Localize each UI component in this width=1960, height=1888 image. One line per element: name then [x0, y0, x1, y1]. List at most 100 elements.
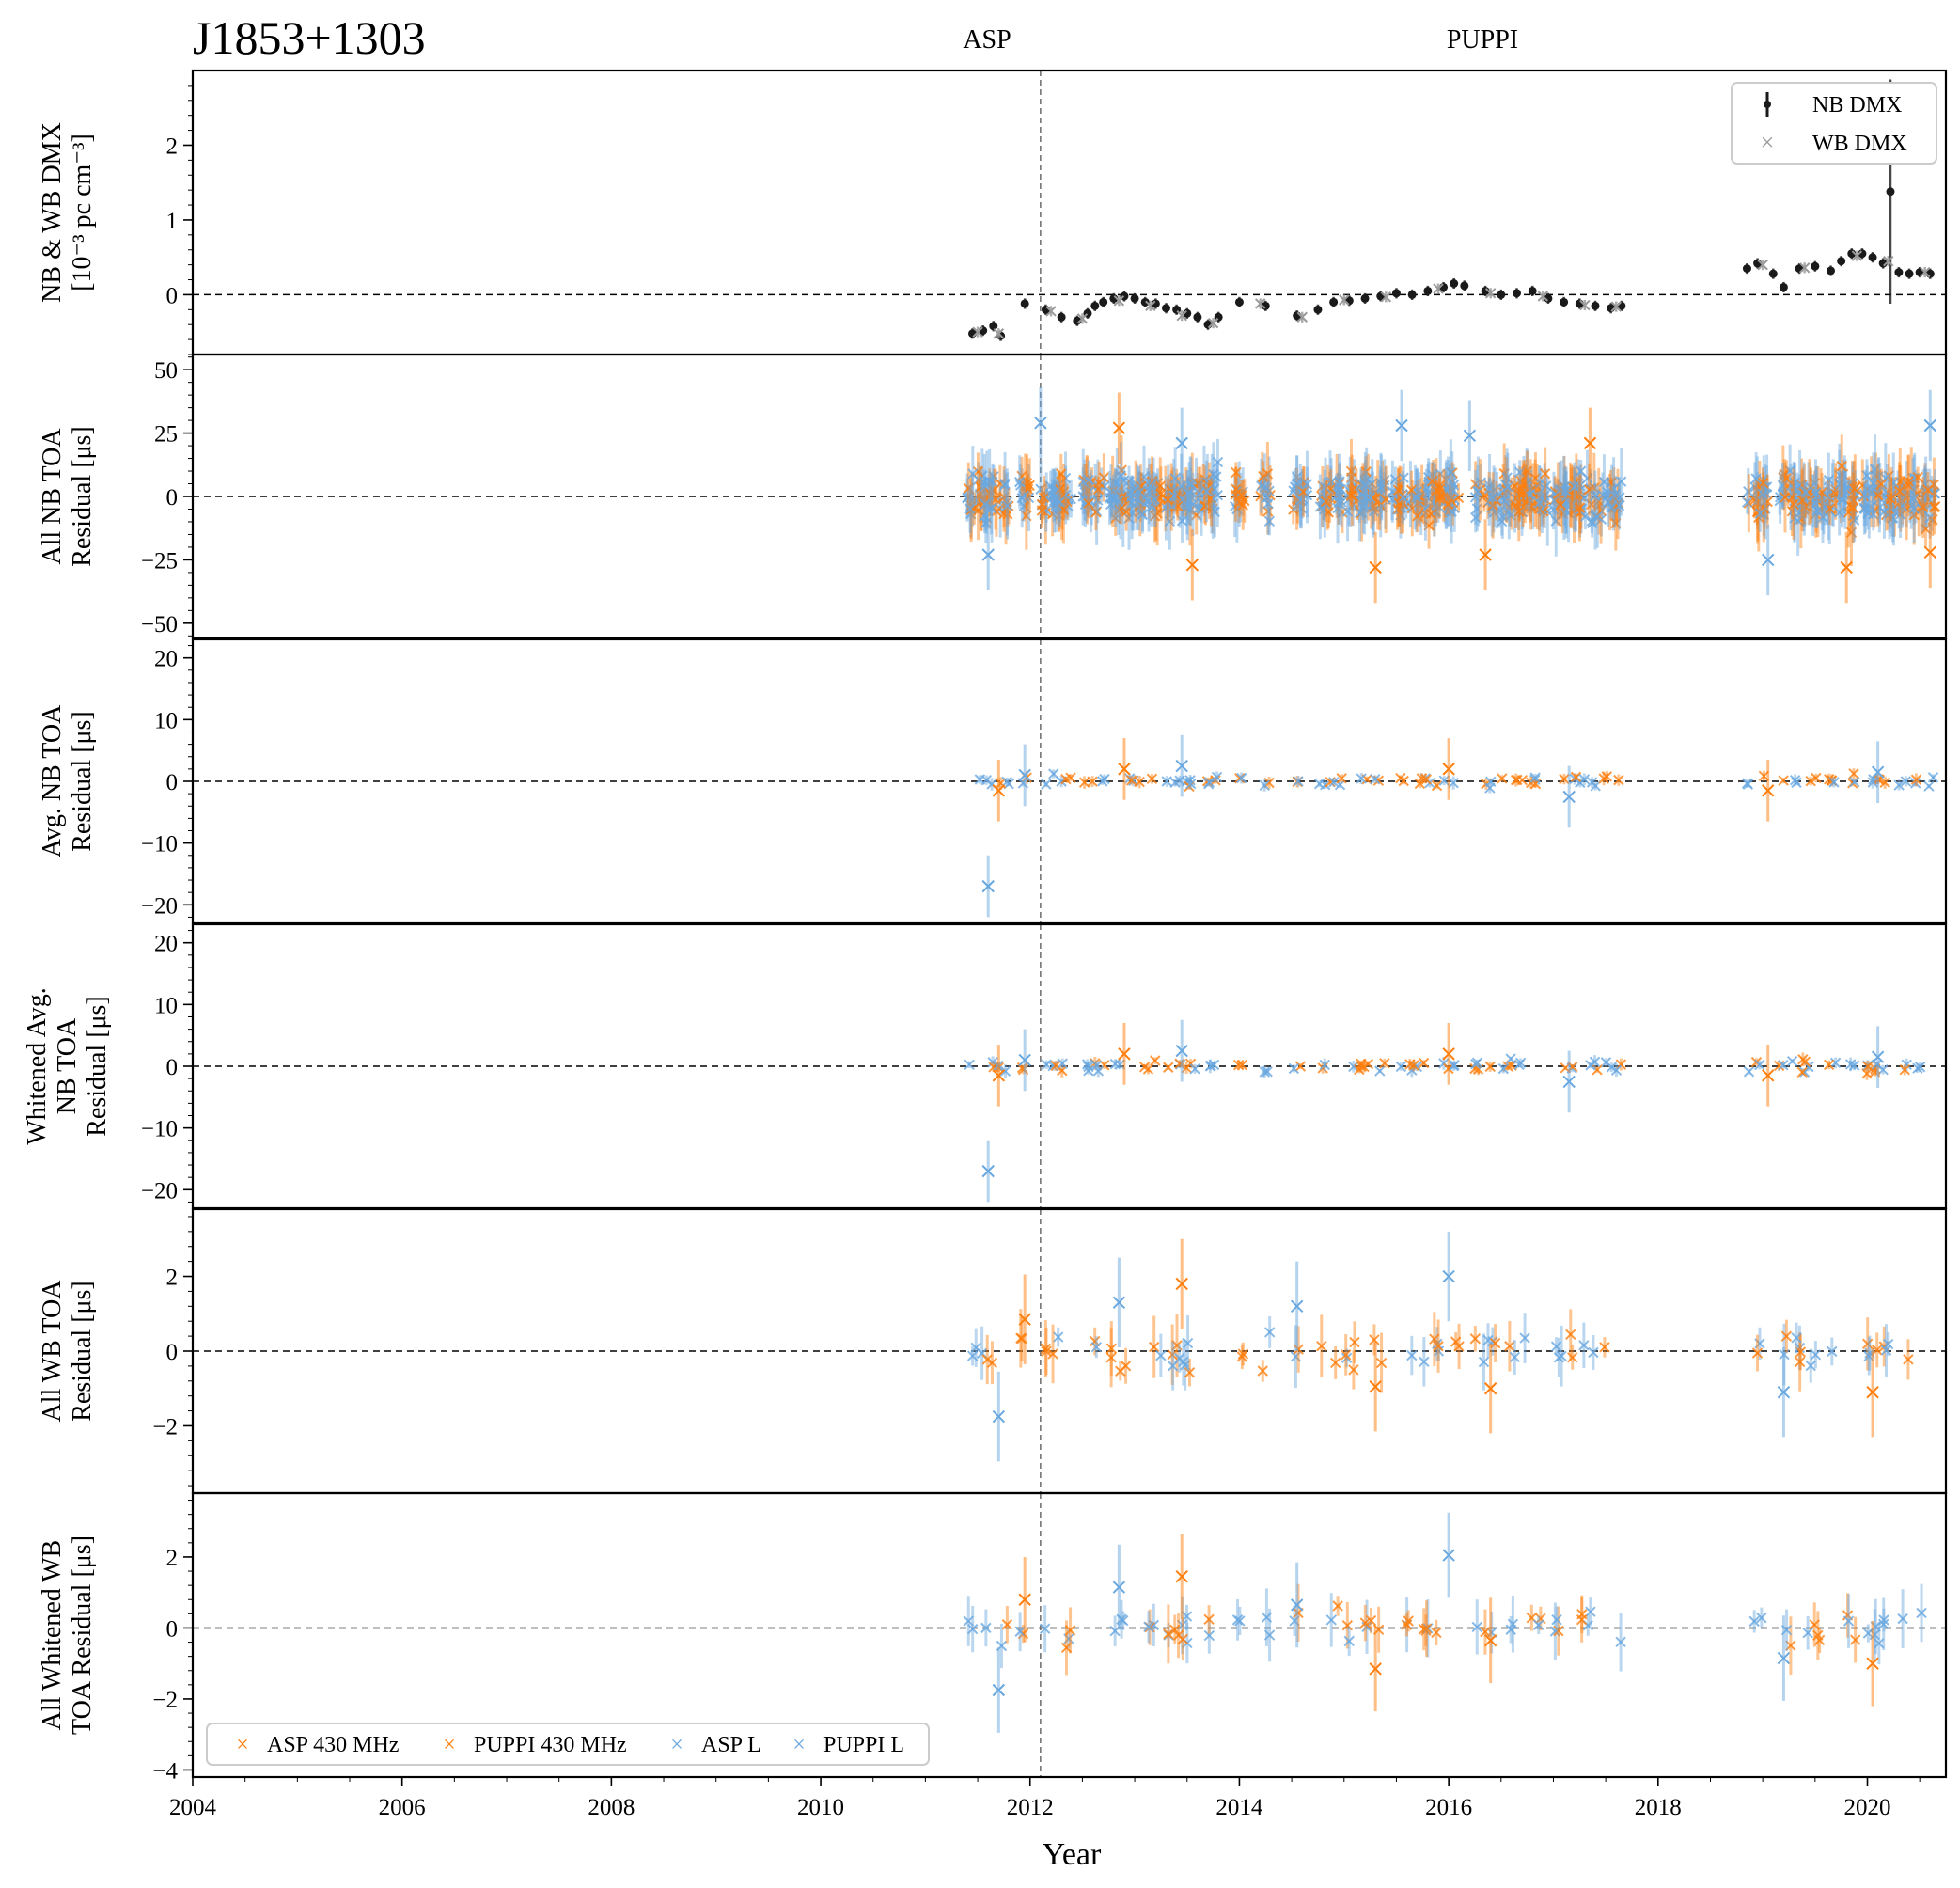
toa-point — [1263, 1327, 1276, 1338]
legend-wb-label: WB DMX — [1812, 132, 1907, 156]
toa-point — [1762, 496, 1773, 508]
toa-point — [1836, 461, 1847, 472]
toa-point — [1083, 474, 1094, 486]
toa-point — [1348, 1364, 1359, 1376]
toa-point — [1394, 481, 1405, 493]
toa-point — [964, 508, 977, 520]
dmx-point — [1433, 283, 1444, 294]
toa-point — [1132, 480, 1144, 492]
dmx-point — [1768, 269, 1778, 278]
toa-point — [1429, 1333, 1440, 1345]
toa-point — [1014, 1626, 1026, 1637]
toa-point — [1048, 768, 1059, 779]
toa-point — [1203, 480, 1215, 492]
toa-point — [1919, 479, 1931, 490]
toa-point — [1258, 470, 1269, 482]
toa-point — [1364, 492, 1376, 503]
toa-point — [1836, 494, 1848, 506]
toa-point — [1236, 1351, 1248, 1362]
toa-outlier — [1290, 1598, 1304, 1612]
toa-point — [1615, 476, 1627, 487]
toa-point — [1435, 490, 1446, 501]
toa-point — [1176, 1619, 1188, 1631]
toa-point — [1181, 1062, 1192, 1074]
legend-aspl-marker: × — [670, 1733, 683, 1757]
toa-point — [1489, 1337, 1501, 1349]
toa-outlier — [1479, 548, 1492, 561]
toa-outlier — [1112, 1581, 1126, 1594]
dmx-point — [1591, 301, 1600, 310]
toa-point — [1317, 480, 1328, 492]
toa-outlier — [1175, 759, 1188, 773]
toa-point — [1872, 490, 1884, 501]
toa-point — [998, 508, 1010, 520]
toa-point — [962, 493, 973, 504]
toa-point — [1001, 500, 1013, 511]
toa-point — [1834, 469, 1845, 481]
toa-point — [1789, 484, 1800, 496]
toa-point — [1056, 468, 1067, 480]
toa-point — [1169, 1624, 1181, 1635]
toa-point — [1487, 492, 1498, 503]
toa-point — [1231, 483, 1242, 495]
toa-outlier — [1483, 1382, 1497, 1395]
toa-point — [1431, 484, 1442, 496]
toa-point — [1211, 771, 1223, 783]
toa-point — [1182, 487, 1194, 499]
y-tick-label: 25 — [154, 422, 178, 448]
toa-point — [1484, 782, 1496, 794]
toa-point — [1191, 510, 1202, 521]
toa-point — [1496, 515, 1508, 527]
toa-point — [1813, 1634, 1826, 1646]
dmx-point — [1020, 299, 1029, 308]
toa-point — [1345, 472, 1357, 483]
toa-point — [1142, 1063, 1154, 1075]
y-axis-label-line: All WB TOA — [38, 1280, 67, 1423]
toa-point — [1099, 480, 1110, 492]
toa-point — [983, 476, 996, 487]
toa-point — [1513, 1059, 1525, 1071]
toa-point — [1231, 466, 1242, 479]
legend-aspl-label: ASP L — [701, 1733, 761, 1757]
toa-point — [1231, 503, 1243, 515]
toa-point — [1414, 496, 1426, 509]
x-tick-label: 2018 — [1635, 1795, 1682, 1820]
toa-point — [1750, 473, 1762, 484]
toa-outlier — [1777, 1386, 1791, 1399]
y-tick-label: 2 — [166, 134, 179, 159]
toa-point — [1138, 1062, 1151, 1073]
toa-point — [1570, 771, 1582, 783]
toa-point — [1602, 490, 1613, 502]
toa-point — [1375, 477, 1387, 489]
toa-point — [1109, 1058, 1121, 1070]
toa-outlier — [1175, 1277, 1188, 1291]
panel-6: 2 0 −2 −4 All Whitened WBTOA Residual [μs] — [38, 1491, 1948, 1784]
toa-point — [998, 491, 1010, 503]
toa-point — [1397, 492, 1409, 503]
toa-point — [1487, 499, 1498, 511]
dmx-point — [1851, 250, 1863, 261]
toa-point — [1288, 485, 1299, 496]
y-axis-label: NB & WB DMX[10⁻³ pc cm⁻³] — [38, 122, 97, 303]
toa-point — [1578, 1340, 1590, 1351]
toa-point — [1409, 492, 1421, 503]
dmx-point — [1207, 317, 1219, 329]
toa-point — [1155, 1349, 1167, 1361]
dmx-point — [1920, 266, 1931, 278]
toa-point — [1903, 480, 1914, 491]
toa-point — [1236, 1059, 1248, 1071]
toa-point — [1539, 468, 1551, 480]
y-axis-label: Whitened Avg.NB TOAResidual [μs] — [23, 987, 112, 1144]
toa-point — [1356, 773, 1367, 784]
dmx-point — [1380, 291, 1392, 303]
toa-point — [1501, 472, 1513, 483]
toa-point — [1361, 1621, 1372, 1632]
y-axis-label-line: All NB TOA — [38, 428, 67, 565]
toa-point — [1551, 1613, 1562, 1626]
toa-point — [1922, 484, 1934, 496]
toa-point — [1262, 506, 1274, 517]
toa-point — [1443, 482, 1455, 494]
toa-point — [1177, 1633, 1188, 1645]
toa-point — [1332, 1600, 1343, 1612]
toa-point — [1863, 501, 1875, 513]
